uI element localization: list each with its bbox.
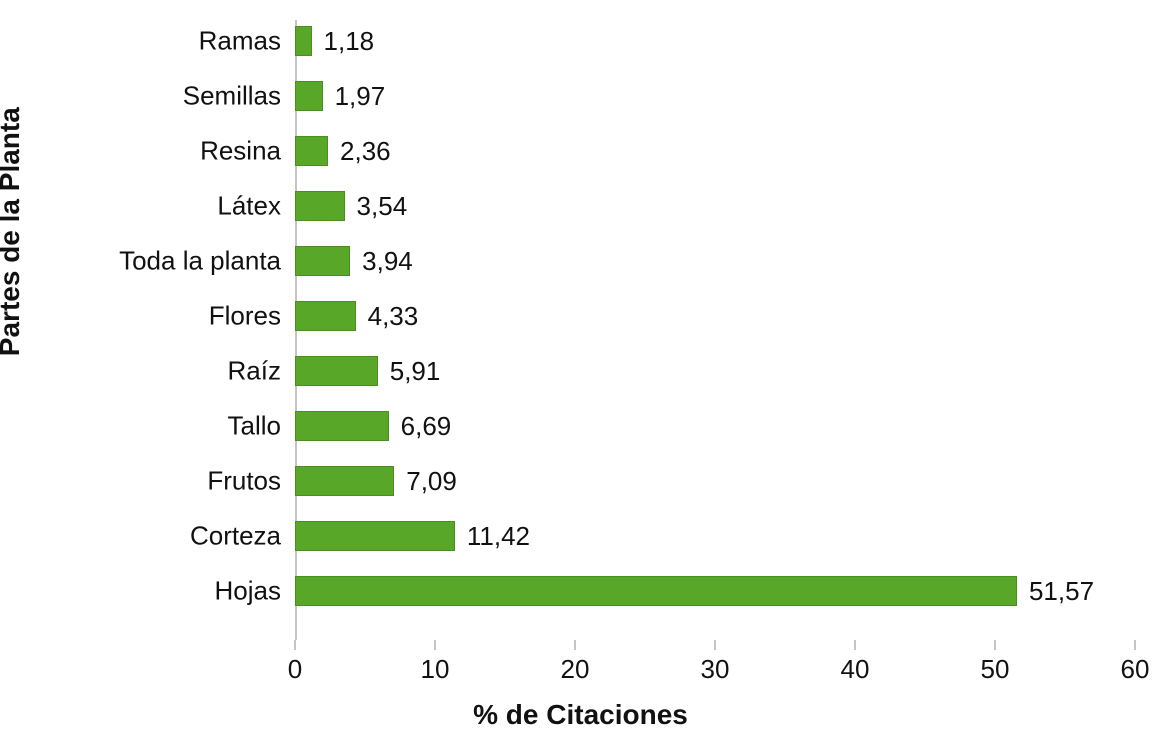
bar-value-label: 5,91 — [390, 356, 441, 387]
category-label: Hojas — [215, 576, 281, 607]
bar-row: Látex3,54 — [295, 191, 1135, 221]
chart-container: Partes de la Planta % de Citaciones Rama… — [0, 0, 1161, 737]
x-tick-label: 0 — [288, 654, 302, 685]
x-tick — [714, 640, 716, 650]
bar-value-label: 1,97 — [335, 81, 386, 112]
x-tick — [854, 640, 856, 650]
bar — [295, 26, 312, 56]
bar-value-label: 2,36 — [340, 136, 391, 167]
bar-row: Ramas1,18 — [295, 26, 1135, 56]
bar — [295, 356, 378, 386]
category-label: Toda la planta — [119, 246, 281, 277]
bar-row: Resina2,36 — [295, 136, 1135, 166]
category-label: Flores — [209, 301, 281, 332]
bar-row: Flores4,33 — [295, 301, 1135, 331]
bar-value-label: 51,57 — [1029, 576, 1094, 607]
category-label: Raíz — [228, 356, 281, 387]
x-tick-label: 10 — [421, 654, 450, 685]
y-axis-title: Partes de la Planta — [0, 107, 26, 356]
bar-value-label: 11,42 — [467, 521, 530, 552]
bar-row: Hojas51,57 — [295, 576, 1135, 606]
x-tick-label: 40 — [841, 654, 870, 685]
category-label: Corteza — [190, 521, 281, 552]
x-axis-title: % de Citaciones — [0, 699, 1161, 731]
bar-value-label: 3,54 — [357, 191, 408, 222]
bar — [295, 411, 389, 441]
bar — [295, 301, 356, 331]
category-label: Látex — [217, 191, 281, 222]
category-label: Frutos — [207, 466, 281, 497]
bar-row: Semillas1,97 — [295, 81, 1135, 111]
bar-row: Frutos7,09 — [295, 466, 1135, 496]
bar-value-label: 4,33 — [368, 301, 419, 332]
bar — [295, 521, 455, 551]
x-tick-label: 50 — [981, 654, 1010, 685]
category-label: Semillas — [183, 81, 281, 112]
bar — [295, 136, 328, 166]
bar-value-label: 7,09 — [406, 466, 457, 497]
category-label: Tallo — [228, 411, 281, 442]
bar-row: Toda la planta3,94 — [295, 246, 1135, 276]
x-tick — [1134, 640, 1136, 650]
bar — [295, 246, 350, 276]
plot-area: Ramas1,18 Semillas1,97 Resina2,36 Látex3,54… — [295, 20, 1135, 640]
bar-row: Corteza11,42 — [295, 521, 1135, 551]
bar-value-label: 1,18 — [324, 26, 375, 57]
bar — [295, 191, 345, 221]
bar-row: Tallo6,69 — [295, 411, 1135, 441]
bar — [295, 81, 323, 111]
x-tick — [994, 640, 996, 650]
x-tick — [294, 640, 296, 650]
category-label: Resina — [200, 136, 281, 167]
bar-value-label: 6,69 — [401, 411, 452, 442]
x-tick — [574, 640, 576, 650]
bar — [295, 576, 1017, 606]
x-tick-label: 60 — [1121, 654, 1150, 685]
bar-row: Raíz5,91 — [295, 356, 1135, 386]
bar — [295, 466, 394, 496]
x-tick-label: 20 — [561, 654, 590, 685]
x-tick — [434, 640, 436, 650]
category-label: Ramas — [199, 26, 281, 57]
bar-value-label: 3,94 — [362, 246, 413, 277]
x-tick-label: 30 — [701, 654, 730, 685]
